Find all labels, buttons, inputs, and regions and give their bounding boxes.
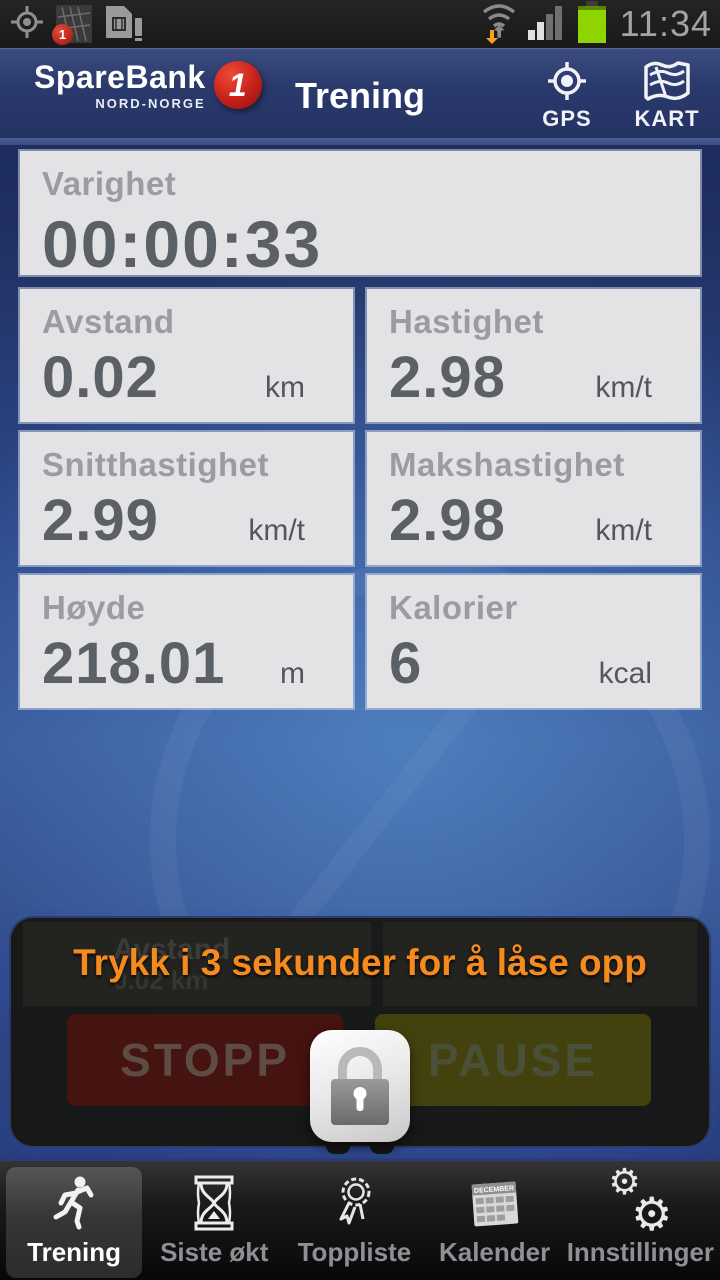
notification-badge: 1	[52, 24, 73, 45]
logo-text: SpareBank NORD-NORGE	[34, 61, 206, 111]
nav-item-trening[interactable]: Trening	[6, 1167, 143, 1278]
session-controls: STOPP PAUSE	[67, 1014, 651, 1106]
map-icon	[642, 57, 692, 105]
distance-label: Avstand	[42, 303, 175, 340]
map-button-label: KART	[634, 106, 700, 131]
logo-number-badge: 1	[213, 61, 262, 109]
ghost-card	[382, 922, 697, 1006]
signal-strength-icon	[527, 4, 568, 45]
lock-overlay-panel: Avstand 0.02 km Trykk i 3 sekunder for å…	[9, 916, 711, 1154]
gps-button[interactable]: GPS	[528, 57, 606, 132]
distance-value: 0.02	[42, 345, 159, 410]
location-active-icon	[8, 3, 46, 46]
rosette-icon	[329, 1169, 379, 1231]
speed-unit: km/t	[595, 371, 652, 404]
nav-item-siste-okt[interactable]: Siste økt	[146, 1167, 282, 1278]
speed-card: Hastighet 2.98 km/t	[367, 289, 700, 422]
gps-target-icon	[545, 57, 589, 105]
status-bar-left: 1	[8, 2, 146, 47]
nav-item-innstillinger[interactable]: ⚙ ⚙ Innstillinger	[566, 1162, 715, 1278]
unlock-hold-button[interactable]	[310, 1030, 410, 1142]
lock-foot-right	[370, 1138, 394, 1154]
ghost-distance-card: Avstand 0.02 km	[23, 922, 371, 1006]
calories-value: 6	[389, 631, 423, 696]
padlock-icon	[338, 1047, 382, 1081]
gears-icon: ⚙ ⚙	[608, 1162, 673, 1241]
distance-card: Avstand 0.02 km	[20, 289, 353, 422]
ghost-distance-value: 0.02 km	[113, 965, 209, 996]
keyhole-stem	[356, 1096, 364, 1111]
altitude-card: Høyde 218.01 m	[20, 575, 353, 708]
calendar-icon: DECEMBER	[467, 1169, 523, 1231]
gps-button-label: GPS	[542, 106, 592, 131]
clock: 11:34	[619, 3, 712, 44]
sparebank-logo: SpareBank NORD-NORGE 1	[34, 61, 262, 111]
hourglass-icon	[188, 1169, 240, 1231]
altitude-unit: m	[280, 657, 305, 690]
nav-label-trening: Trening	[27, 1237, 122, 1267]
calories-label: Kalorier	[389, 589, 518, 626]
calendar-month-text: DECEMBER	[473, 1185, 513, 1195]
speed-value: 2.98	[389, 345, 506, 410]
nav-item-kalender[interactable]: DECEMBER Kalender	[427, 1167, 563, 1278]
nav-label-toppliste: Toppliste	[297, 1237, 412, 1267]
nav-item-toppliste[interactable]: Toppliste	[286, 1167, 422, 1278]
page-title: Trening	[294, 75, 425, 116]
status-bar: 1	[0, 0, 720, 48]
status-bar-right: 11:34	[478, 0, 712, 49]
duration-card: Varighet 00:00:33	[20, 151, 700, 281]
calories-unit: kcal	[598, 657, 652, 690]
distance-unit: km	[265, 371, 305, 404]
stats-grid: Avstand 0.02 km Hastighet 2.98 km/t Snit…	[20, 289, 700, 708]
runner-icon	[49, 1169, 99, 1231]
max-speed-label: Makshastighet	[389, 446, 625, 483]
sim-card-icon	[102, 2, 146, 47]
nav-label-innstillinger: Innstillinger	[566, 1237, 715, 1267]
padlock-body	[331, 1079, 389, 1125]
bottom-navigation: Trening Siste økt	[0, 1158, 720, 1280]
avg-speed-card: Snitthastighet 2.99 km/t	[20, 432, 353, 565]
logo-brand: SpareBank	[34, 59, 206, 95]
avg-speed-label: Snitthastighet	[42, 446, 269, 483]
stop-button[interactable]: STOPP	[67, 1014, 343, 1106]
wifi-activity-icon	[478, 0, 520, 49]
ghost-distance-label: Avstand	[113, 933, 231, 967]
pause-button[interactable]: PAUSE	[375, 1014, 651, 1106]
avg-speed-value: 2.99	[42, 488, 159, 553]
app-notification-icon: 1	[52, 5, 92, 45]
stats-area: Varighet 00:00:33 Avstand 0.02 km Hastig…	[0, 145, 720, 708]
duration-value: 00:00:33	[42, 207, 323, 281]
header-actions: GPS KART	[528, 57, 706, 132]
altitude-label: Høyde	[42, 589, 146, 626]
app-header: SpareBank NORD-NORGE 1 Trening	[0, 48, 720, 138]
map-button[interactable]: KART	[628, 57, 706, 132]
battery-icon	[576, 0, 608, 48]
max-speed-unit: km/t	[595, 514, 652, 547]
logo-region: NORD-NORGE	[95, 96, 206, 111]
max-speed-value: 2.98	[389, 488, 506, 553]
speed-label: Hastighet	[389, 303, 544, 340]
duration-label: Varighet	[42, 165, 177, 202]
max-speed-card: Makshastighet 2.98 km/t	[367, 432, 700, 565]
nav-label-kalender: Kalender	[438, 1237, 551, 1267]
avg-speed-unit: km/t	[248, 514, 305, 547]
header-divider	[0, 138, 720, 145]
lock-foot-left	[326, 1138, 350, 1154]
unlock-instruction-text: Trykk i 3 sekunder for å låse opp	[73, 942, 647, 983]
nav-label-siste-okt: Siste økt	[160, 1237, 269, 1267]
calories-card: Kalorier 6 kcal	[367, 575, 700, 708]
altitude-value: 218.01	[42, 631, 226, 696]
